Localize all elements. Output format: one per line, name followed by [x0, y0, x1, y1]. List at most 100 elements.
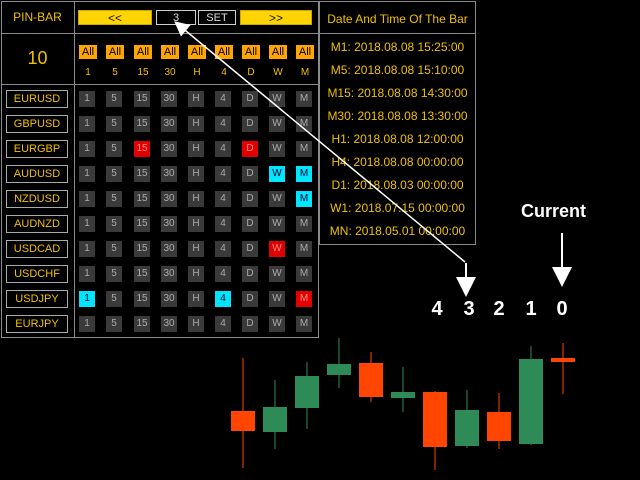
signal-cell[interactable]: 4: [215, 216, 231, 232]
set-button[interactable]: SET: [198, 10, 236, 25]
signal-cell[interactable]: 5: [106, 191, 122, 207]
signal-cell[interactable]: 1: [79, 216, 95, 232]
symbol-button-usdcad[interactable]: USDCAD: [6, 240, 68, 258]
signal-cell[interactable]: 15: [134, 291, 150, 307]
signal-cell[interactable]: D: [242, 291, 258, 307]
signal-cell[interactable]: 15: [134, 166, 150, 182]
signal-cell[interactable]: 1: [79, 116, 95, 132]
signal-cell[interactable]: H: [188, 291, 204, 307]
signal-cell[interactable]: W: [269, 216, 285, 232]
signal-cell[interactable]: 1: [79, 91, 95, 107]
signal-cell[interactable]: M: [296, 216, 312, 232]
signal-cell[interactable]: H: [188, 166, 204, 182]
signal-cell[interactable]: H: [188, 191, 204, 207]
signal-cell[interactable]: 15: [134, 216, 150, 232]
signal-cell[interactable]: 5: [106, 241, 122, 257]
signal-cell[interactable]: M: [296, 266, 312, 282]
signal-cell[interactable]: 4: [215, 91, 231, 107]
signal-cell[interactable]: D: [242, 316, 258, 332]
all-button-D[interactable]: All: [242, 45, 260, 59]
signal-cell[interactable]: H: [188, 91, 204, 107]
all-button-4[interactable]: All: [215, 45, 233, 59]
symbol-button-gbpusd[interactable]: GBPUSD: [6, 115, 68, 133]
signal-cell[interactable]: 1: [79, 191, 95, 207]
signal-cell[interactable]: D: [242, 141, 258, 157]
signal-cell[interactable]: M: [296, 116, 312, 132]
signal-cell[interactable]: 15: [134, 241, 150, 257]
next-button[interactable]: >>: [240, 10, 312, 25]
symbol-button-usdjpy[interactable]: USDJPY: [6, 290, 68, 308]
signal-cell[interactable]: 30: [161, 216, 177, 232]
all-button-M[interactable]: All: [296, 45, 314, 59]
signal-cell[interactable]: W: [269, 191, 285, 207]
signal-cell[interactable]: W: [269, 116, 285, 132]
signal-cell[interactable]: M: [296, 191, 312, 207]
signal-cell[interactable]: H: [188, 241, 204, 257]
signal-cell[interactable]: D: [242, 241, 258, 257]
signal-cell[interactable]: 5: [106, 141, 122, 157]
symbol-button-eurgbp[interactable]: EURGBP: [6, 140, 68, 158]
signal-cell[interactable]: 5: [106, 266, 122, 282]
all-button-30[interactable]: All: [161, 45, 179, 59]
signal-cell[interactable]: H: [188, 266, 204, 282]
signal-cell[interactable]: 5: [106, 116, 122, 132]
all-button-W[interactable]: All: [269, 45, 287, 59]
signal-cell[interactable]: 15: [134, 316, 150, 332]
signal-cell[interactable]: 4: [215, 291, 231, 307]
signal-cell[interactable]: 30: [161, 91, 177, 107]
signal-cell[interactable]: H: [188, 116, 204, 132]
signal-cell[interactable]: M: [296, 291, 312, 307]
all-button-H[interactable]: All: [188, 45, 206, 59]
signal-cell[interactable]: M: [296, 166, 312, 182]
signal-cell[interactable]: 5: [106, 316, 122, 332]
signal-cell[interactable]: 4: [215, 316, 231, 332]
signal-cell[interactable]: 15: [134, 116, 150, 132]
signal-cell[interactable]: D: [242, 266, 258, 282]
signal-cell[interactable]: 30: [161, 266, 177, 282]
signal-cell[interactable]: W: [269, 141, 285, 157]
signal-cell[interactable]: D: [242, 216, 258, 232]
signal-cell[interactable]: 5: [106, 216, 122, 232]
signal-cell[interactable]: W: [269, 166, 285, 182]
signal-cell[interactable]: 30: [161, 191, 177, 207]
signal-cell[interactable]: 1: [79, 141, 95, 157]
signal-cell[interactable]: 4: [215, 241, 231, 257]
signal-cell[interactable]: W: [269, 266, 285, 282]
signal-cell[interactable]: 30: [161, 241, 177, 257]
signal-cell[interactable]: H: [188, 216, 204, 232]
signal-cell[interactable]: D: [242, 191, 258, 207]
symbol-button-eurusd[interactable]: EURUSD: [6, 90, 68, 108]
signal-cell[interactable]: 30: [161, 116, 177, 132]
prev-button[interactable]: <<: [78, 10, 152, 25]
signal-cell[interactable]: W: [269, 291, 285, 307]
signal-cell[interactable]: D: [242, 91, 258, 107]
signal-cell[interactable]: 1: [79, 166, 95, 182]
signal-cell[interactable]: 15: [134, 266, 150, 282]
symbol-button-usdchf[interactable]: USDCHF: [6, 265, 68, 283]
signal-cell[interactable]: M: [296, 91, 312, 107]
signal-cell[interactable]: 30: [161, 166, 177, 182]
signal-cell[interactable]: 1: [79, 241, 95, 257]
signal-cell[interactable]: 4: [215, 116, 231, 132]
signal-cell[interactable]: 4: [215, 141, 231, 157]
signal-cell[interactable]: H: [188, 316, 204, 332]
signal-cell[interactable]: 30: [161, 316, 177, 332]
signal-cell[interactable]: W: [269, 241, 285, 257]
signal-cell[interactable]: 1: [79, 316, 95, 332]
signal-cell[interactable]: 4: [215, 166, 231, 182]
signal-cell[interactable]: W: [269, 316, 285, 332]
signal-cell[interactable]: 1: [79, 291, 95, 307]
signal-cell[interactable]: 5: [106, 291, 122, 307]
signal-cell[interactable]: 15: [134, 141, 150, 157]
signal-cell[interactable]: 15: [134, 191, 150, 207]
signal-cell[interactable]: 1: [79, 266, 95, 282]
signal-cell[interactable]: M: [296, 316, 312, 332]
signal-cell[interactable]: 15: [134, 91, 150, 107]
signal-cell[interactable]: 30: [161, 141, 177, 157]
all-button-5[interactable]: All: [106, 45, 124, 59]
all-button-1[interactable]: All: [79, 45, 97, 59]
signal-cell[interactable]: 4: [215, 266, 231, 282]
signal-cell[interactable]: H: [188, 141, 204, 157]
symbol-button-audusd[interactable]: AUDUSD: [6, 165, 68, 183]
symbol-button-audnzd[interactable]: AUDNZD: [6, 215, 68, 233]
